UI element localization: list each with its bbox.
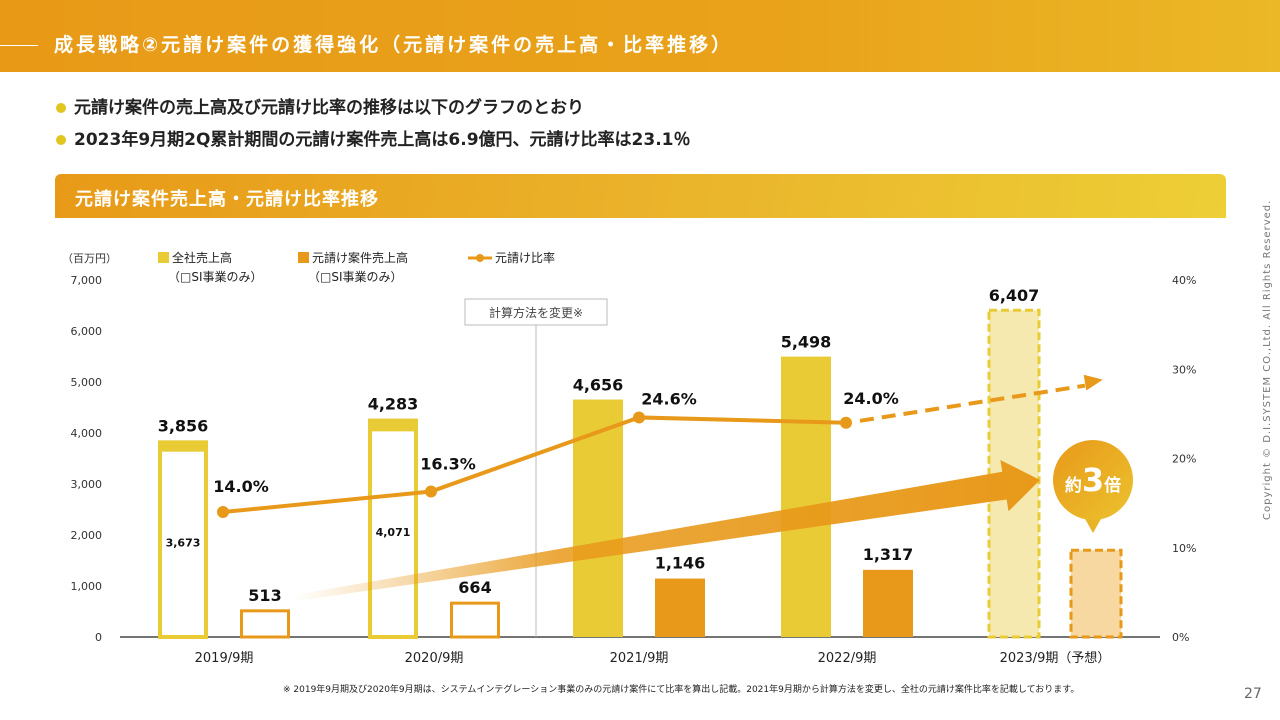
bubble-pointer [1084, 517, 1102, 533]
rate-line [222, 415, 847, 515]
y-tick-label: 2,000 [71, 529, 103, 542]
y2-tick-label: 10% [1172, 542, 1196, 555]
bar-prime-value-label: 513 [248, 586, 281, 605]
bar-prime [655, 578, 705, 637]
bar-si-value-label: 4,071 [376, 526, 411, 539]
y-tick-label: 5,000 [71, 376, 103, 389]
bullet-text: 2023年9月期2Q累計期間の元請け案件売上高は6.9億円、元請け比率は23.1… [74, 130, 691, 150]
rate-value-label: 16.3% [420, 455, 476, 474]
footnote-text: ※ 2019年9月期及び2020年9月期は、システムインテグレーション事業のみの… [283, 685, 1080, 695]
bullet-item: 元請け案件の売上高及び元請け比率の推移は以下のグラフのとおり [56, 96, 690, 128]
bar-total-value-label: 3,856 [158, 416, 209, 435]
bar-prime-si [450, 601, 500, 639]
y2-tick-label: 20% [1172, 453, 1196, 466]
x-tick-label: 2021/9期 [610, 651, 669, 666]
rate-value-label: 24.0% [843, 389, 899, 408]
legend-prime-label: 元請け案件売上高 [312, 250, 408, 265]
rate-value-label: 14.0% [213, 477, 269, 496]
x-tick-label: 2022/9期 [818, 651, 877, 666]
bar-total-value-label: 6,407 [989, 286, 1040, 305]
legend-total-label: 全社売上高 [172, 250, 232, 265]
rate-forecast-arrowhead [1083, 374, 1103, 391]
y2-tick-label: 0% [1172, 631, 1189, 644]
legend-prime-sub-label: （□SI事業のみ） [308, 270, 403, 284]
bar-total-value-label: 4,656 [573, 376, 624, 395]
bar-total-value-label: 4,283 [368, 395, 419, 414]
growth-bubble [1053, 440, 1133, 520]
method-change-label: 計算方法を変更※ [489, 305, 583, 320]
bullet-dot-icon [56, 103, 66, 113]
x-tick-label: 2020/9期 [405, 651, 464, 666]
header-rule [0, 45, 38, 46]
bar-prime-value-label: 1,317 [863, 545, 914, 564]
y-tick-label: 4,000 [71, 427, 103, 440]
growth-prefix: 約 [1065, 475, 1082, 496]
y2-tick-label: 30% [1172, 363, 1196, 376]
legend-total-sub-label: （□SI事業のみ） [168, 270, 263, 284]
bar-total [781, 356, 831, 637]
slide-header: 成長戦略②元請け案件の獲得強化（元請け案件の売上高・比率推移） [0, 0, 1280, 72]
bar-total-non-si [368, 418, 418, 430]
legend-total-swatch [158, 252, 169, 263]
growth-value: 3 [1082, 461, 1104, 499]
rate-point [217, 506, 229, 519]
growth-suffix: 倍 [1104, 475, 1121, 496]
rate-point [633, 411, 645, 424]
bar-total-si [158, 447, 208, 639]
y-tick-label: 7,000 [71, 274, 103, 287]
y-tick-label: 3,000 [71, 478, 103, 491]
method-change-box [464, 298, 608, 326]
section-banner: 元請け案件売上高・元請け比率推移 [55, 174, 1226, 218]
rate-forecast-line [859, 383, 1086, 423]
bullet-item: 2023年9月期2Q累計期間の元請け案件売上高は6.9億円、元請け比率は23.1… [56, 128, 690, 160]
legend-prime-swatch [298, 252, 309, 263]
y-tick-label: 6,000 [71, 325, 103, 338]
bar-prime-value-label: 664 [458, 578, 491, 597]
copyright-text: Copyright © D.I.SYSTEM CO.,Ltd. All Righ… [1262, 199, 1273, 520]
growth-bubble-text: 約3倍 [1065, 461, 1121, 499]
bar-total-value-label: 5,498 [781, 333, 832, 352]
y-tick-label: 0 [95, 631, 102, 644]
section-title: 元請け案件売上高・元請け比率推移 [75, 189, 379, 210]
bar-si-value-label: 3,673 [166, 536, 201, 549]
bullet-text: 元請け案件の売上高及び元請け比率の推移は以下のグラフのとおり [74, 98, 584, 118]
bar-prime-value-label: 1,146 [655, 554, 706, 573]
bar-prime [863, 569, 913, 637]
legend-rate-marker-icon [476, 254, 484, 262]
summary-bullets: 元請け案件の売上高及び元請け比率の推移は以下のグラフのとおり 2023年9月期2… [56, 96, 690, 160]
rate-value-label: 24.6% [641, 389, 697, 408]
y-axis-unit: （百万円） [62, 252, 117, 265]
rate-point [840, 416, 852, 429]
bar-total-non-si [158, 440, 208, 450]
page-number: 27 [1244, 686, 1262, 702]
bar-prime-si [240, 609, 290, 639]
bar-total [573, 399, 623, 637]
slide-title: 成長戦略②元請け案件の獲得強化（元請け案件の売上高・比率推移） [54, 34, 734, 56]
bar-prime-forecast [1069, 548, 1123, 639]
legend-rate-label: 元請け比率 [495, 250, 555, 265]
x-tick-label: 2023/9期（予想） [1000, 650, 1111, 666]
y-tick-label: 1,000 [71, 580, 103, 593]
growth-arrow [294, 459, 1041, 601]
bar-total-si [368, 427, 418, 639]
x-tick-label: 2019/9期 [195, 651, 254, 666]
rate-point [425, 485, 437, 498]
bullet-dot-icon [56, 135, 66, 145]
y2-tick-label: 40% [1172, 274, 1196, 287]
